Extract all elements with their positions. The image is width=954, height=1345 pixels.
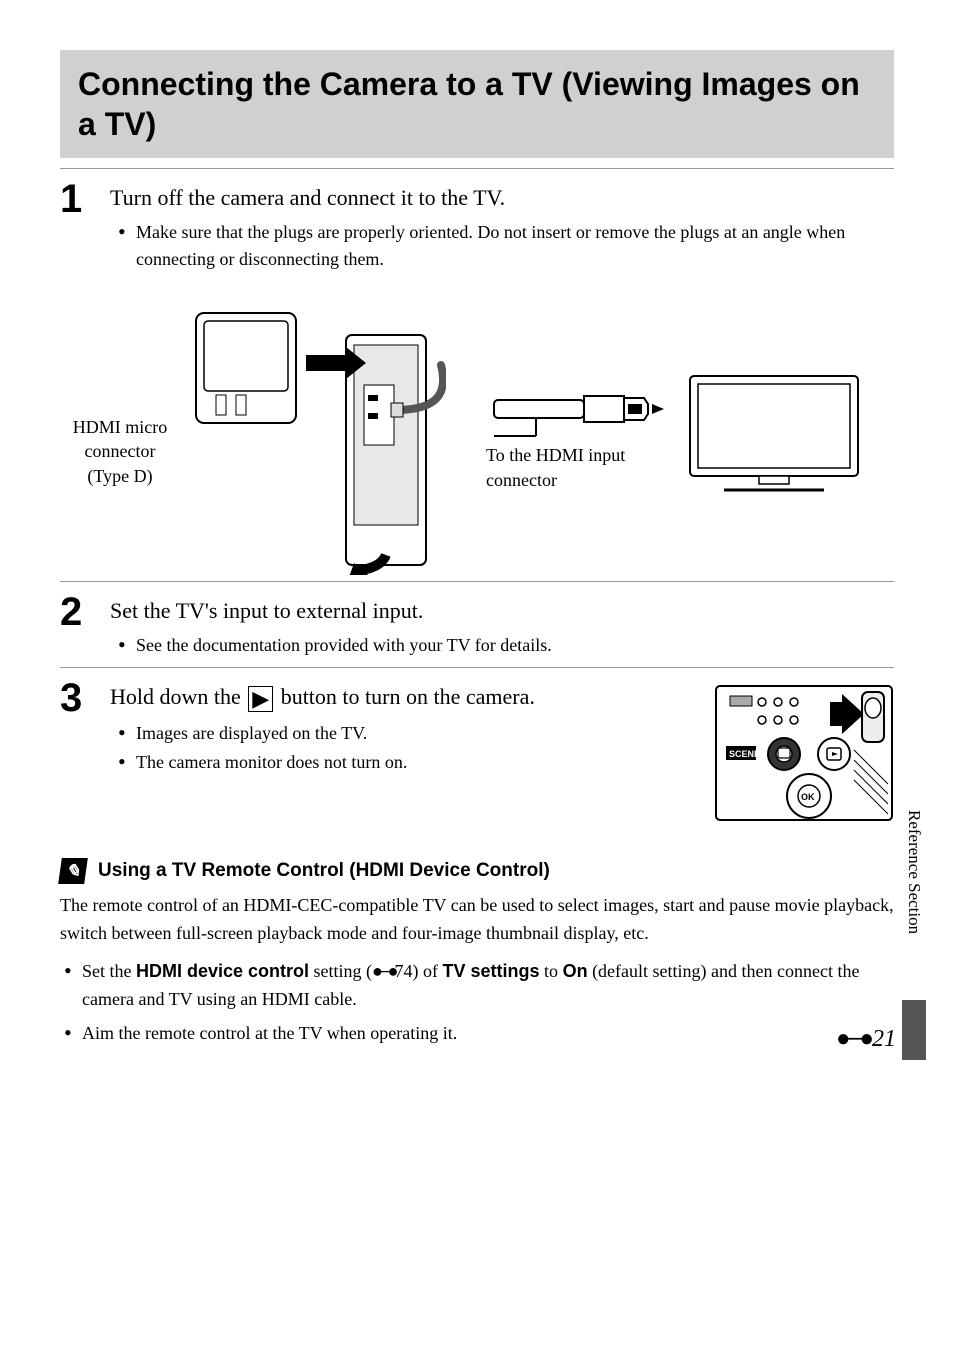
bullet-item: The camera monitor does not turn on. bbox=[118, 749, 694, 776]
step-bullets: See the documentation provided with your… bbox=[110, 632, 894, 659]
svg-text:SCENE: SCENE bbox=[729, 749, 760, 759]
note-item: Aim the remote control at the TV when op… bbox=[60, 1020, 894, 1048]
tv-illustration bbox=[684, 370, 864, 500]
step-bullets: Images are displayed on the TV. The came… bbox=[110, 720, 694, 776]
note-title: ✎ Using a TV Remote Control (HDMI Device… bbox=[60, 858, 894, 884]
playback-icon: ▶ bbox=[248, 686, 273, 712]
step-number: 1 bbox=[60, 181, 94, 275]
hdmi-input-label: To the HDMI input connector bbox=[486, 443, 666, 492]
svg-text:OK: OK bbox=[801, 792, 815, 802]
step-heading: Hold down the ▶ button to turn on the ca… bbox=[110, 684, 694, 712]
note-item: Set the HDMI device control setting (●─●… bbox=[60, 958, 894, 1014]
divider bbox=[60, 581, 894, 582]
bullet-item: See the documentation provided with your… bbox=[118, 632, 894, 659]
section-tab-label: Reference Section bbox=[904, 810, 924, 934]
page-title-box: Connecting the Camera to a TV (Viewing I… bbox=[60, 50, 894, 158]
note-list: Set the HDMI device control setting (●─●… bbox=[60, 958, 894, 1048]
note-title-text: Using a TV Remote Control (HDMI Device C… bbox=[98, 860, 550, 882]
step-number: 2 bbox=[60, 594, 94, 661]
divider bbox=[60, 667, 894, 668]
divider bbox=[60, 168, 894, 169]
step-bullets: Make sure that the plugs are properly or… bbox=[110, 219, 894, 273]
step-number: 3 bbox=[60, 680, 94, 824]
camera-illustration bbox=[186, 295, 446, 575]
camera-controls-illustration: SCENE OK bbox=[714, 684, 894, 824]
note-body: The remote control of an HDMI-CEC-compat… bbox=[60, 892, 894, 948]
bullet-item: Make sure that the plugs are properly or… bbox=[118, 219, 894, 273]
pencil-icon: ✎ bbox=[58, 858, 88, 884]
reference-icon: ●─● bbox=[372, 961, 395, 981]
page-number: ●─●21 bbox=[836, 1026, 896, 1053]
step-2: 2 Set the TV's input to external input. … bbox=[60, 594, 894, 661]
step-heading: Set the TV's input to external input. bbox=[110, 598, 894, 624]
page-title: Connecting the Camera to a TV (Viewing I… bbox=[78, 64, 876, 144]
step-heading: Turn off the camera and connect it to th… bbox=[110, 185, 894, 211]
section-tab-bar bbox=[902, 1000, 926, 1060]
note-block: ✎ Using a TV Remote Control (HDMI Device… bbox=[60, 858, 894, 1047]
hdmi-plug-illustration bbox=[486, 378, 666, 438]
reference-icon: ●─● bbox=[836, 1026, 870, 1053]
connection-diagram: HDMI micro connector (Type D) bbox=[60, 295, 894, 575]
bullet-item: Images are displayed on the TV. bbox=[118, 720, 694, 747]
step-1: 1 Turn off the camera and connect it to … bbox=[60, 181, 894, 275]
step-3: 3 Hold down the ▶ button to turn on the … bbox=[60, 680, 894, 824]
hdmi-micro-label: HDMI micro connector (Type D) bbox=[60, 295, 180, 488]
